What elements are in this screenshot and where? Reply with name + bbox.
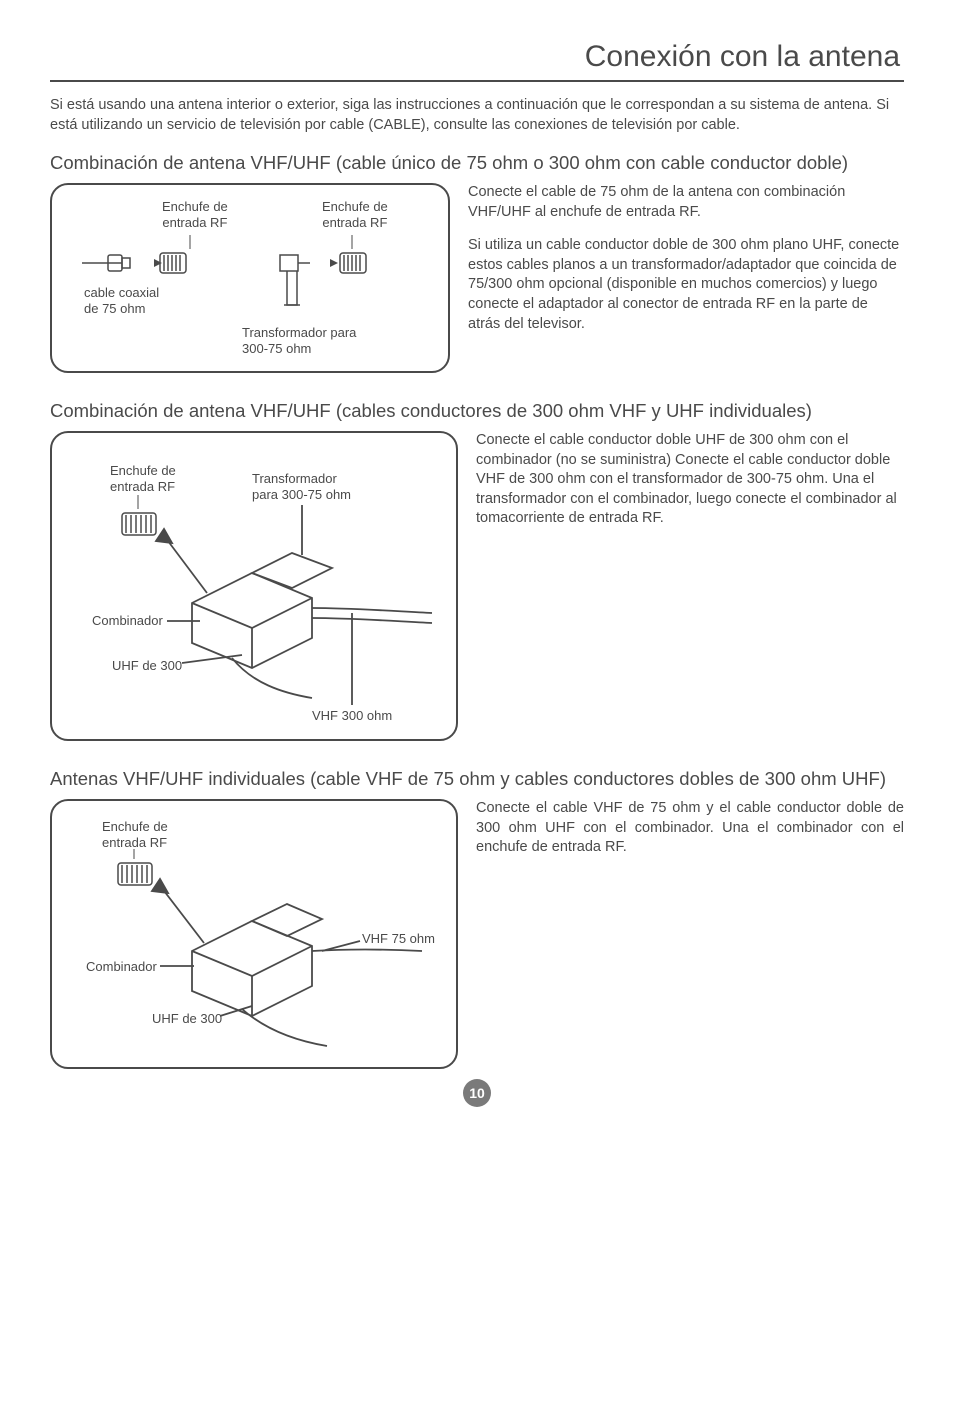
title-rule <box>50 80 904 82</box>
s2-para1: Conecte el cable conductor doble UHF de … <box>476 431 904 529</box>
s3-para1: Conecte el cable VHF de 75 ohm y el cabl… <box>476 799 904 858</box>
page-number: 10 <box>463 1079 491 1107</box>
s1-para2: Si utiliza un cable conductor doble de 3… <box>468 236 904 334</box>
page-title: Conexión con la antena <box>50 40 904 74</box>
section3-heading: Antenas VHF/UHF individuales (cable VHF … <box>50 767 904 791</box>
section2-text: Conecte el cable conductor doble UHF de … <box>476 431 904 741</box>
section1-diagram: Enchufe deentrada RF Enchufe deentrada R… <box>50 183 450 373</box>
section1-row: Enchufe deentrada RF Enchufe deentrada R… <box>50 183 904 373</box>
section3-row: Enchufe deentrada RF Combinador UHF de 3… <box>50 799 904 1069</box>
intro-paragraph: Si está usando una antena interior o ext… <box>50 96 904 135</box>
s2-svg <box>52 433 460 743</box>
section3-text: Conecte el cable VHF de 75 ohm y el cabl… <box>476 799 904 1069</box>
s1-svg <box>52 185 452 375</box>
section1-text: Conecte el cable de 75 ohm de la antena … <box>468 183 904 373</box>
section2-diagram: Enchufe deentrada RF Transformadorpara 3… <box>50 431 458 741</box>
section3-diagram: Enchufe deentrada RF Combinador UHF de 3… <box>50 799 458 1069</box>
section2-heading: Combinación de antena VHF/UHF (cables co… <box>50 399 904 423</box>
section2-row: Enchufe deentrada RF Transformadorpara 3… <box>50 431 904 741</box>
s3-svg <box>52 801 460 1071</box>
page-number-wrap: 10 <box>50 1079 904 1107</box>
section1-heading: Combinación de antena VHF/UHF (cable úni… <box>50 151 904 175</box>
s1-para1: Conecte el cable de 75 ohm de la antena … <box>468 183 904 222</box>
